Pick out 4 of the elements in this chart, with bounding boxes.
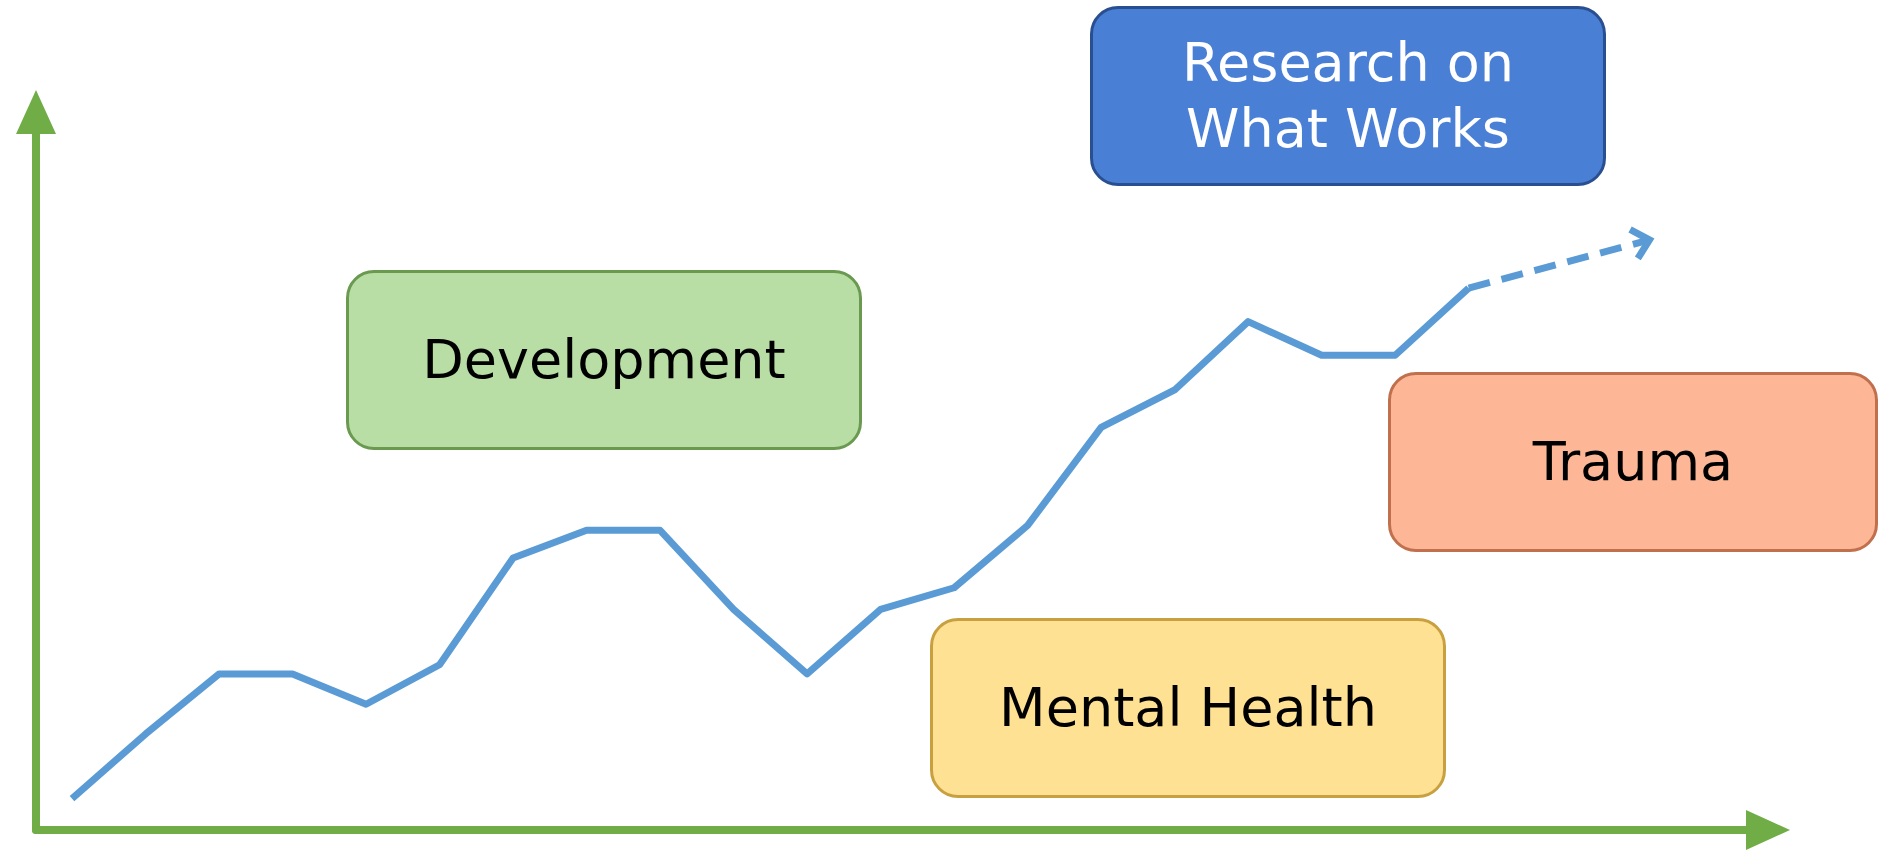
annotation: Mental Health [999,675,1377,741]
text: Trauma [1532,429,1734,495]
annotation: Development [422,327,786,393]
text: Research on What Works [1180,30,1516,162]
